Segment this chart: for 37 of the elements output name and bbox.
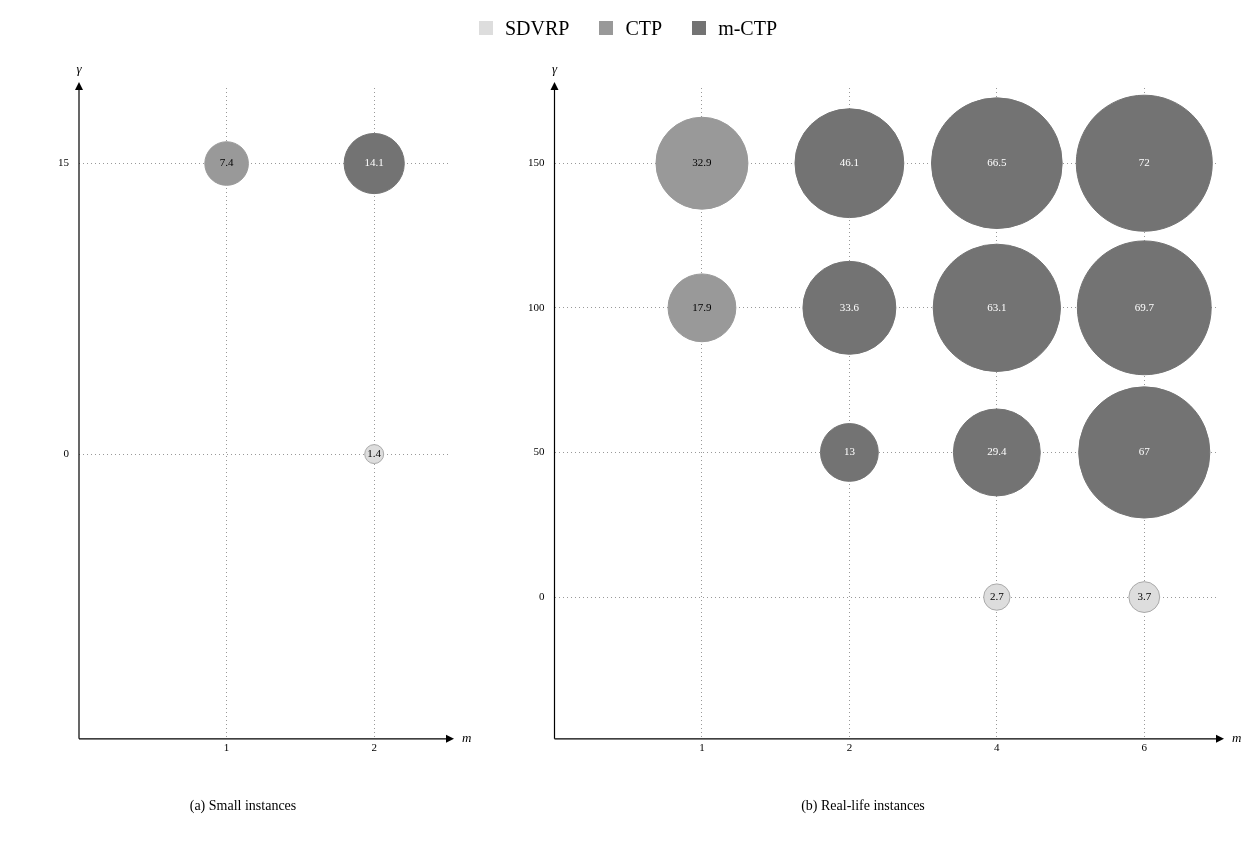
legend-label: m-CTP (718, 16, 778, 40)
y-tick-label: 100 (528, 300, 545, 313)
data-label: 13 (843, 445, 856, 458)
x-tick-label: 6 (1141, 741, 1148, 754)
data-label: 46.1 (839, 156, 860, 169)
y-tick-label: 150 (528, 156, 545, 169)
y-tick-label: 0 (539, 589, 545, 602)
data-label: 14.1 (364, 156, 384, 169)
data-label: 17.9 (692, 300, 713, 313)
text: (a) Small instances (188, 798, 298, 814)
y-tick-label: 15 (58, 156, 70, 169)
data-label: 7.4 (219, 156, 234, 169)
data-label: 29.4 (987, 445, 1007, 458)
data-label: 2.7 (989, 589, 1005, 602)
data-label: 3.7 (1137, 589, 1152, 602)
x-tick-label: 1 (223, 741, 230, 754)
y-tick-label: 0 (63, 446, 70, 459)
legend-label: CTP (625, 16, 663, 40)
data-label: 72 (1138, 156, 1150, 169)
y-axis-title: γ (76, 60, 83, 76)
text: (b) Real-life instances (800, 798, 926, 814)
x-axis-title: m (1232, 730, 1242, 746)
data-label: 1.4 (367, 446, 382, 459)
x-tick-label: 1 (699, 741, 705, 754)
data-label: 66.5 (987, 156, 1007, 169)
data-label: 63.1 (987, 300, 1007, 313)
x-tick-label: 2 (846, 741, 853, 754)
data-label: 69.7 (1134, 300, 1155, 313)
data-label: 67 (1138, 445, 1151, 458)
x-axis-title: m (462, 730, 472, 746)
x-tick-label: 4 (994, 741, 1001, 754)
x-tick-label: 2 (371, 741, 377, 754)
y-tick-label: 50 (533, 445, 545, 458)
y-axis-title: γ (551, 60, 558, 76)
legend-label: SDVRP (504, 16, 570, 40)
data-label: 33.6 (839, 300, 860, 313)
data-label: 32.9 (692, 156, 713, 169)
